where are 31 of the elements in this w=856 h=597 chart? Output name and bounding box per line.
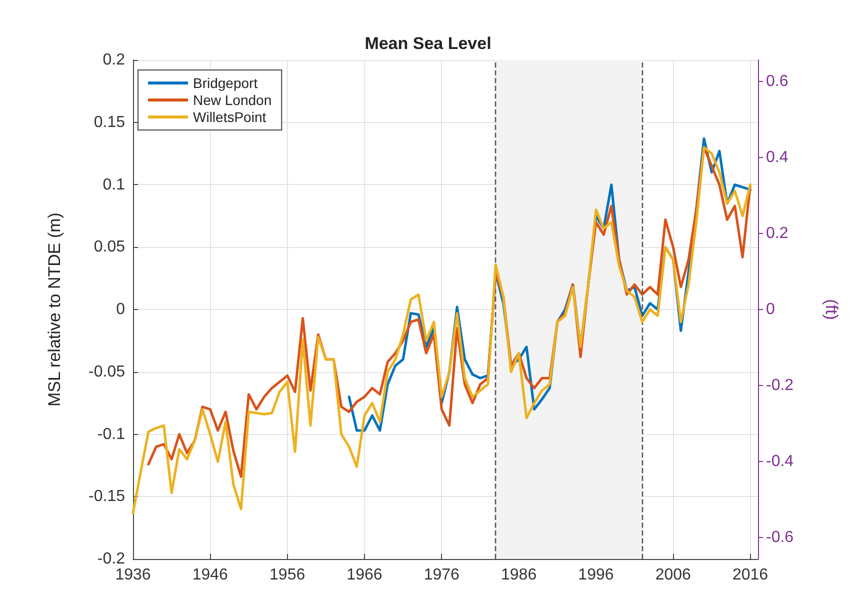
x-tick-label: 1936 bbox=[115, 566, 151, 584]
y2-tick-label: 0.4 bbox=[766, 148, 788, 166]
legend-label: WilletsPoint bbox=[193, 109, 266, 125]
y-tick-label: -0.2 bbox=[97, 550, 126, 568]
x-tick-label: 1976 bbox=[424, 566, 460, 584]
x-tick-label: 1986 bbox=[501, 566, 537, 584]
x-tick-label: 1996 bbox=[578, 566, 614, 584]
y-tick-label: 0.15 bbox=[94, 114, 126, 131]
y-tick-label: -0.05 bbox=[88, 363, 126, 380]
x-tick-label: 2016 bbox=[732, 566, 768, 584]
y2-tick-label: -0.6 bbox=[766, 529, 794, 546]
y-tick-label: 0.2 bbox=[102, 52, 126, 68]
x-tick-label: 1956 bbox=[270, 566, 306, 584]
legend-label: Bridgeport bbox=[193, 75, 258, 91]
y2-tick-label: 0.6 bbox=[766, 72, 788, 90]
x-tick-label: 1966 bbox=[346, 566, 382, 584]
y2-tick-label: -0.4 bbox=[766, 453, 794, 470]
chart-title: Mean Sea Level bbox=[364, 34, 492, 53]
y2-tick-label: -0.2 bbox=[766, 377, 794, 394]
y2-tick-label: 0.2 bbox=[766, 224, 788, 242]
y-tick-label: 0.1 bbox=[102, 176, 126, 194]
legend-label: New London bbox=[193, 92, 272, 108]
x-tick-label: 1946 bbox=[192, 566, 228, 584]
y-tick-label: 0 bbox=[116, 301, 126, 318]
y2-axis-title: (ft) bbox=[822, 299, 841, 320]
y-axis-title: MSL relative to NTDE (m) bbox=[45, 212, 64, 406]
y-tick-label: -0.15 bbox=[88, 488, 126, 506]
x-tick-label: 2006 bbox=[655, 566, 692, 584]
y-tick-label: 0.05 bbox=[94, 238, 126, 256]
y-tick-label: -0.1 bbox=[97, 426, 126, 443]
y2-tick-label: 0 bbox=[766, 301, 775, 318]
